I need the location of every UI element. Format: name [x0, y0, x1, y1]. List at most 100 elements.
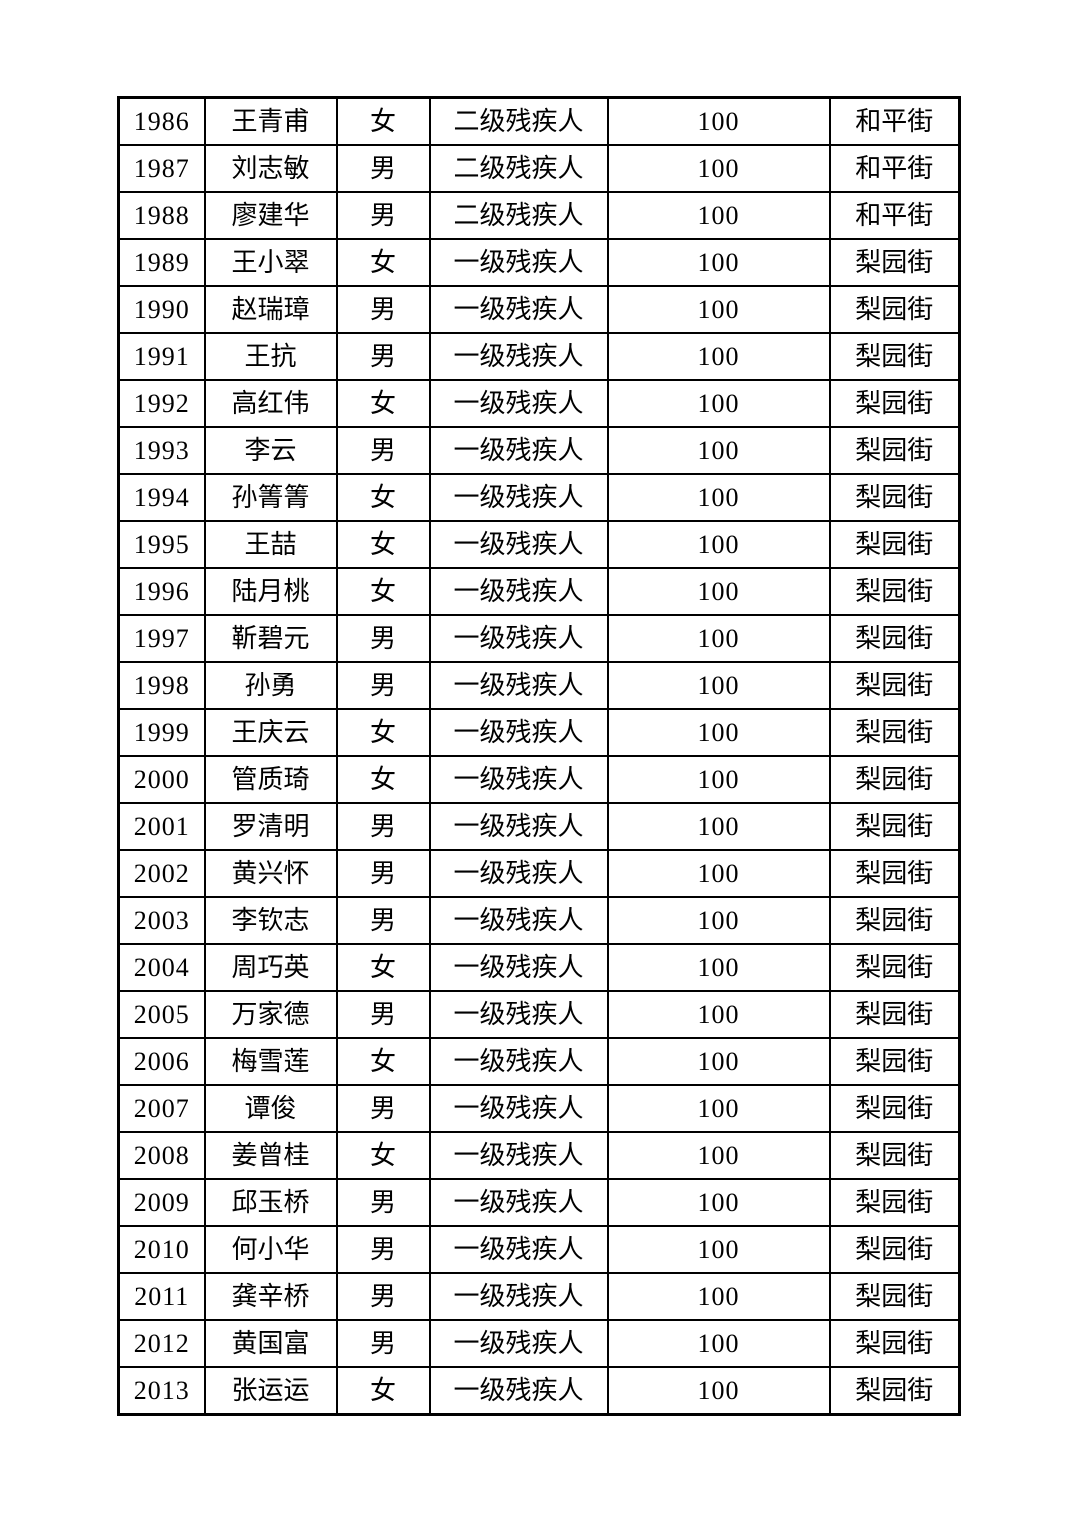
- cell-disability-category: 二级残疾人: [428, 96, 609, 146]
- cell-person-name: 龚辛桥: [203, 1272, 338, 1321]
- cell-disability-category: 一级残疾人: [428, 802, 609, 851]
- cell-amount: 100: [606, 1272, 831, 1321]
- table-row: 2003 李钦志 男 一级残疾人 100 梨园街: [117, 896, 961, 945]
- cell-gender: 男: [335, 661, 431, 710]
- cell-serial-number: 2001: [117, 802, 206, 851]
- table-row: 2010 何小华 男 一级残疾人 100 梨园街: [117, 1225, 961, 1274]
- cell-amount: 100: [606, 567, 831, 616]
- cell-disability-category: 一级残疾人: [428, 990, 609, 1039]
- cell-serial-number: 1993: [117, 426, 206, 475]
- cell-disability-category: 一级残疾人: [428, 238, 609, 287]
- cell-disability-category: 一级残疾人: [428, 1319, 609, 1368]
- cell-amount: 100: [606, 1225, 831, 1274]
- cell-person-name: 管质琦: [203, 755, 338, 804]
- cell-street: 梨园街: [828, 285, 961, 334]
- cell-street: 梨园街: [828, 614, 961, 663]
- cell-street: 梨园街: [828, 332, 961, 381]
- table-row: 2006 梅雪莲 女 一级残疾人 100 梨园街: [117, 1037, 961, 1086]
- cell-gender: 男: [335, 144, 431, 193]
- table-row: 1986 王青甫 女 二级残疾人 100 和平街: [117, 96, 961, 146]
- table-row: 2001 罗清明 男 一级残疾人 100 梨园街: [117, 802, 961, 851]
- cell-person-name: 罗清明: [203, 802, 338, 851]
- cell-gender: 女: [335, 1037, 431, 1086]
- cell-gender: 男: [335, 1319, 431, 1368]
- cell-person-name: 孙勇: [203, 661, 338, 710]
- cell-disability-category: 一级残疾人: [428, 708, 609, 757]
- cell-serial-number: 1994: [117, 473, 206, 522]
- cell-street: 梨园街: [828, 520, 961, 569]
- cell-disability-category: 一级残疾人: [428, 661, 609, 710]
- cell-amount: 100: [606, 661, 831, 710]
- cell-gender: 男: [335, 802, 431, 851]
- cell-street: 梨园街: [828, 990, 961, 1039]
- table-row: 1998 孙勇 男 一级残疾人 100 梨园街: [117, 661, 961, 710]
- cell-serial-number: 2008: [117, 1131, 206, 1180]
- table-row: 2007 谭俊 男 一级残疾人 100 梨园街: [117, 1084, 961, 1133]
- cell-person-name: 陆月桃: [203, 567, 338, 616]
- cell-street: 梨园街: [828, 567, 961, 616]
- cell-serial-number: 1988: [117, 191, 206, 240]
- cell-person-name: 黄兴怀: [203, 849, 338, 898]
- cell-gender: 男: [335, 896, 431, 945]
- cell-gender: 男: [335, 191, 431, 240]
- cell-street: 梨园街: [828, 1084, 961, 1133]
- cell-street: 梨园街: [828, 379, 961, 428]
- cell-disability-category: 一级残疾人: [428, 1084, 609, 1133]
- cell-person-name: 万家德: [203, 990, 338, 1039]
- cell-serial-number: 1997: [117, 614, 206, 663]
- cell-amount: 100: [606, 96, 831, 146]
- table-row: 1993 李云 男 一级残疾人 100 梨园街: [117, 426, 961, 475]
- cell-disability-category: 一级残疾人: [428, 614, 609, 663]
- cell-person-name: 刘志敏: [203, 144, 338, 193]
- cell-amount: 100: [606, 191, 831, 240]
- cell-serial-number: 1989: [117, 238, 206, 287]
- cell-gender: 女: [335, 238, 431, 287]
- table-row: 2005 万家德 男 一级残疾人 100 梨园街: [117, 990, 961, 1039]
- cell-amount: 100: [606, 238, 831, 287]
- cell-amount: 100: [606, 614, 831, 663]
- cell-person-name: 王抗: [203, 332, 338, 381]
- cell-serial-number: 1991: [117, 332, 206, 381]
- cell-person-name: 李云: [203, 426, 338, 475]
- table-row: 1996 陆月桃 女 一级残疾人 100 梨园街: [117, 567, 961, 616]
- cell-disability-category: 一级残疾人: [428, 943, 609, 992]
- cell-gender: 女: [335, 473, 431, 522]
- subsidy-table: 1986 王青甫 女 二级残疾人 100 和平街 1987 刘志敏 男 二级残疾…: [117, 96, 961, 1416]
- cell-gender: 男: [335, 285, 431, 334]
- cell-disability-category: 一级残疾人: [428, 473, 609, 522]
- table-row: 1987 刘志敏 男 二级残疾人 100 和平街: [117, 144, 961, 193]
- cell-gender: 女: [335, 1131, 431, 1180]
- cell-gender: 男: [335, 1084, 431, 1133]
- cell-disability-category: 一级残疾人: [428, 520, 609, 569]
- cell-amount: 100: [606, 426, 831, 475]
- cell-street: 梨园街: [828, 1272, 961, 1321]
- cell-disability-category: 一级残疾人: [428, 755, 609, 804]
- cell-amount: 100: [606, 1084, 831, 1133]
- cell-person-name: 王喆: [203, 520, 338, 569]
- cell-disability-category: 二级残疾人: [428, 191, 609, 240]
- cell-person-name: 王小翠: [203, 238, 338, 287]
- cell-gender: 女: [335, 708, 431, 757]
- cell-amount: 100: [606, 708, 831, 757]
- cell-disability-category: 一级残疾人: [428, 1225, 609, 1274]
- cell-amount: 100: [606, 379, 831, 428]
- cell-person-name: 邱玉桥: [203, 1178, 338, 1227]
- cell-disability-category: 一级残疾人: [428, 567, 609, 616]
- cell-person-name: 张运运: [203, 1366, 338, 1416]
- cell-person-name: 高红伟: [203, 379, 338, 428]
- cell-gender: 女: [335, 943, 431, 992]
- cell-amount: 100: [606, 990, 831, 1039]
- table-row: 1995 王喆 女 一级残疾人 100 梨园街: [117, 520, 961, 569]
- cell-serial-number: 2005: [117, 990, 206, 1039]
- cell-person-name: 梅雪莲: [203, 1037, 338, 1086]
- cell-street: 梨园街: [828, 1131, 961, 1180]
- cell-street: 梨园街: [828, 661, 961, 710]
- table-row: 2013 张运运 女 一级残疾人 100 梨园街: [117, 1366, 961, 1416]
- cell-gender: 男: [335, 1178, 431, 1227]
- cell-person-name: 何小华: [203, 1225, 338, 1274]
- cell-disability-category: 一级残疾人: [428, 1272, 609, 1321]
- cell-street: 梨园街: [828, 1225, 961, 1274]
- cell-street: 梨园街: [828, 943, 961, 992]
- cell-amount: 100: [606, 849, 831, 898]
- cell-gender: 女: [335, 567, 431, 616]
